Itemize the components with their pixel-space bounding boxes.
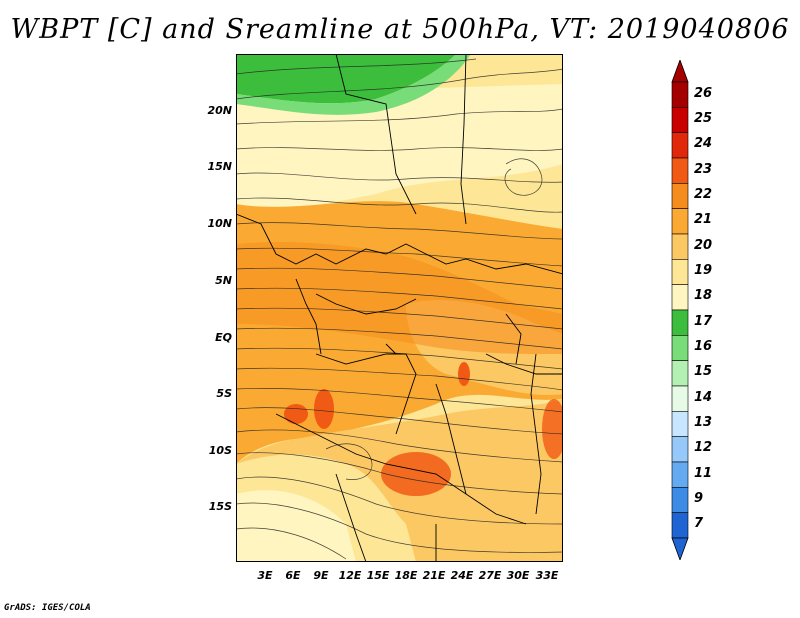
y-tick-15n: 15N [207,160,232,173]
hotspot-lake [458,362,470,386]
colorbar-segment [671,487,689,513]
grads-credit: GrADS: IGES/COLA [4,603,91,613]
colorbar-segment [671,360,689,387]
colorbar-segment [671,335,689,361]
hotspot-west-1 [284,404,308,424]
hotspot-west-2 [314,389,334,429]
colorbar-segment [671,512,689,539]
green-region [236,54,456,104]
colorbar-label: 11 [694,465,713,481]
band-southwest-lightyellow [236,490,356,562]
colorbar-label: 22 [694,187,713,202]
colorbar-label: 17 [694,313,713,329]
y-tick-eq: EQ [215,331,232,344]
colorbar-segment [671,157,689,184]
streamlines [236,58,563,560]
colorbar-label: 16 [694,339,713,354]
hotspot-central [381,452,451,496]
colorbar-top-arrow [671,60,689,83]
y-tick-20n: 20N [207,104,232,117]
x-tick-12e: 12E [338,569,362,582]
colorbar-label: 19 [694,263,713,278]
y-tick-10s: 10S [208,444,232,457]
colorbar [671,60,689,560]
x-tick-3e: 3E [257,569,273,582]
colorbar-segment [671,461,689,488]
colorbar-bottom-arrow [671,537,689,560]
colorbar-label: 24 [694,136,713,152]
lightgreen-edge [236,54,471,115]
map-panel [236,54,563,562]
colorbar-segment [671,436,689,463]
x-tick-15e: 15E [366,569,390,582]
colorbar-segment [671,233,689,260]
colorbar-label: 7 [694,516,704,532]
colorbar-label: 21 [694,212,713,228]
colorbar-label: 23 [694,161,713,177]
map-frame [236,54,563,562]
colorbar-label: 12 [694,440,713,456]
colorbar-segment [671,208,689,235]
colorbar-label: 26 [694,85,713,101]
hotspot-east [542,399,563,459]
colorbar-segment [671,183,689,209]
x-tick-21e: 21E [422,569,446,582]
band-north-lightyellow [236,84,563,209]
colorbar-segment [671,309,689,336]
colorbar-segment [671,81,689,108]
y-tick-5s: 5S [216,387,232,400]
x-tick-9e: 9E [313,569,329,582]
colorbar-label: 9 [694,491,704,506]
colorbar-segment [671,132,689,159]
country-borders [236,54,563,562]
colorbar-label: 13 [694,415,713,430]
y-tick-15s: 15S [208,500,232,513]
x-tick-24e: 24E [450,569,474,582]
colorbar-label: 15 [694,364,713,380]
colorbar-segment [671,107,689,133]
y-tick-10n: 10N [207,217,232,230]
colorbar-label: 14 [694,389,713,405]
y-tick-5n: 5N [215,274,232,287]
band-darkorange-mid [236,242,563,354]
x-tick-18e: 18E [394,569,418,582]
colorbar-label: 20 [694,237,713,253]
colorbar-segment [671,259,689,285]
x-tick-6e: 6E [285,569,301,582]
x-tick-30e: 30E [506,569,530,582]
colorbar-label: 18 [694,288,713,304]
x-tick-33e: 33E [535,569,559,582]
chart-title: WBPT [C] and Sreamline at 500hPa, VT: 20… [10,14,790,45]
colorbar-label: 25 [694,111,713,126]
colorbar-segment [671,385,689,412]
colorbar-segment [671,411,689,437]
colorbar-segment [671,284,689,311]
x-tick-27e: 27E [478,569,502,582]
